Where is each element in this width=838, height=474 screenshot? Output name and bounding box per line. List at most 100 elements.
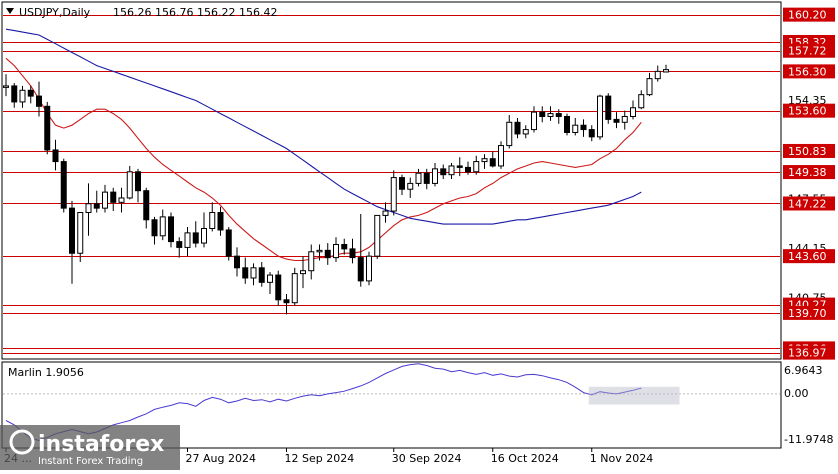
- candle-body: [580, 124, 587, 131]
- candle-body: [415, 172, 422, 184]
- candle-body: [308, 251, 315, 272]
- price-label-box: [783, 64, 835, 79]
- symbol-label: USDJPY,Daily: [19, 6, 91, 19]
- time-tick-label: 1 Nov 2024: [590, 452, 653, 465]
- candle-body: [473, 161, 480, 173]
- candle-body: [630, 107, 636, 117]
- price-label-box: [783, 196, 835, 211]
- time-tick-label: 27 Aug 2024: [186, 452, 256, 465]
- candle-body: [275, 274, 282, 301]
- candle-body: [366, 255, 372, 282]
- candle-body: [498, 145, 504, 167]
- candle-body: [69, 207, 75, 254]
- price-label-box: [783, 103, 835, 118]
- oscillator-shade: [588, 386, 680, 405]
- candle-body: [93, 203, 100, 209]
- candle-body: [531, 111, 537, 131]
- candle-body: [118, 197, 125, 203]
- candle-body: [159, 216, 166, 237]
- watermark-brand: instaforex: [38, 432, 164, 457]
- candle-body: [489, 158, 496, 167]
- candle-body: [522, 129, 529, 135]
- candle-body: [605, 95, 612, 120]
- candle-body: [663, 69, 669, 73]
- candle-body: [11, 85, 18, 103]
- candle-body: [176, 241, 183, 248]
- price-label-box: [783, 305, 835, 320]
- candle-body: [316, 249, 323, 253]
- candle-body: [432, 168, 438, 184]
- candle-body: [225, 229, 232, 257]
- price-tick-label: 143.60: [788, 250, 827, 263]
- indicator-name: Marlin 1.9056: [8, 366, 84, 379]
- price-axis: 160.20158.32157.72156.30154.35153.60150.…: [783, 7, 835, 360]
- candle-body: [638, 94, 645, 109]
- price-label-box: [783, 249, 835, 264]
- candle-body: [258, 267, 265, 283]
- candle-body: [333, 244, 339, 259]
- time-tick-label: 16 Oct 2024: [491, 452, 559, 465]
- ma-fast-line: [5, 57, 642, 262]
- ma-slow-layer: [5, 28, 642, 225]
- price-tick-label: 153.60: [788, 105, 827, 118]
- candle-body: [399, 177, 405, 190]
- candle-body: [555, 113, 562, 117]
- candle-body: [234, 255, 240, 269]
- candle-body: [621, 115, 628, 123]
- candle-body: [481, 158, 488, 163]
- candle-body: [407, 182, 414, 190]
- candle-body: [374, 214, 381, 257]
- price-label-box: [783, 7, 835, 22]
- candle-body: [291, 273, 298, 304]
- candle-body: [283, 299, 290, 304]
- candle-body: [192, 232, 199, 244]
- candle-body: [564, 115, 570, 133]
- candle-body: [209, 212, 216, 230]
- candle-body: [135, 171, 141, 192]
- candle-body: [52, 149, 59, 163]
- candle-body: [201, 228, 207, 244]
- instaforex-watermark: instaforex Instant Forex Trading: [0, 425, 180, 470]
- candle-body: [382, 210, 389, 216]
- price-label-box: [783, 143, 835, 158]
- candle-body: [168, 216, 174, 243]
- candle-body: [19, 89, 26, 103]
- ma-slow-line: [5, 28, 642, 225]
- price-tick-label: 149.38: [788, 166, 827, 179]
- price-panel-frame: [1, 1, 782, 360]
- candle-body: [217, 212, 224, 231]
- candle-body: [267, 274, 273, 283]
- candle-body: [547, 113, 554, 117]
- price-tick-label: 147.22: [788, 197, 827, 210]
- indicator-min-label: -11.9748: [784, 433, 833, 446]
- instaforex-logo-icon: [9, 429, 35, 455]
- candle-body: [242, 267, 249, 279]
- candle-body: [250, 267, 257, 279]
- candle-body: [448, 165, 455, 176]
- candle-body: [77, 212, 84, 254]
- candle-body: [456, 165, 463, 168]
- ma-fast-layer: [5, 57, 642, 262]
- candle-body: [36, 95, 42, 107]
- candle-body: [465, 166, 471, 173]
- collapse-triangle-icon[interactable]: [6, 8, 14, 14]
- indicator-panel-frame: [1, 361, 782, 449]
- candle-body: [143, 190, 150, 221]
- time-tick-label: 12 Sep 2024: [285, 452, 355, 465]
- candle-body: [3, 85, 9, 88]
- price-tick-label: 150.83: [788, 145, 827, 158]
- candle-body: [357, 257, 364, 282]
- candles-layer: [3, 64, 669, 315]
- candle-body: [85, 203, 92, 214]
- candle-body: [613, 118, 620, 123]
- price-tick-label: 136.97: [788, 347, 827, 360]
- candle-body: [572, 124, 579, 133]
- candle-body: [390, 177, 397, 212]
- candle-body: [110, 191, 117, 203]
- watermark-tagline: Instant Forex Trading: [38, 456, 143, 467]
- price-tick-label: 154.35: [788, 94, 827, 107]
- price-tick-label: 156.30: [788, 65, 827, 78]
- candle-body: [506, 121, 513, 147]
